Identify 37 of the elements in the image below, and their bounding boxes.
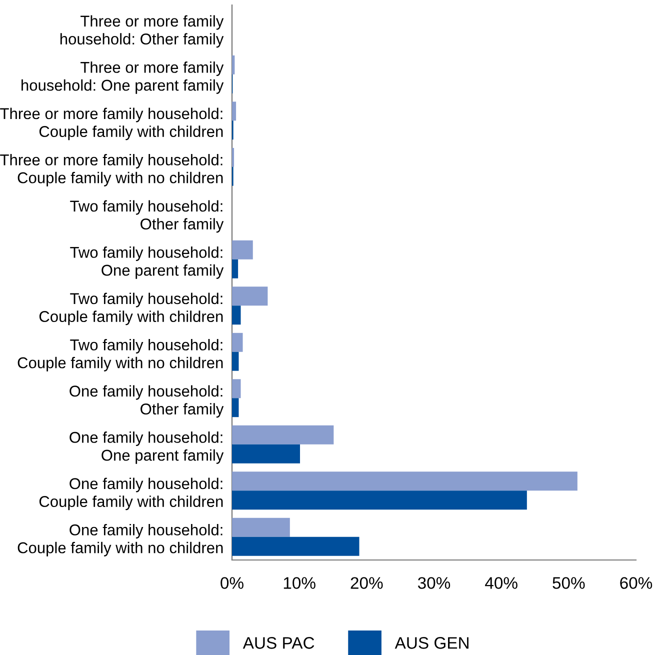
bar: [232, 398, 239, 418]
y-tick-label: One family household: Couple family with children: [39, 478, 223, 510]
y-tick-label: Two family household: Couple family with children: [39, 292, 223, 326]
x-tick-label: 30%: [418, 577, 450, 589]
x-tick-label: 60%: [620, 577, 652, 589]
bar: [232, 425, 334, 444]
bar: [232, 332, 243, 352]
bar: [232, 379, 241, 398]
legend-label: AUS GEN: [394, 637, 468, 649]
bar: [232, 536, 360, 556]
x-tick-label: 0%: [220, 577, 244, 589]
bar: [232, 352, 239, 371]
bar: [232, 444, 300, 464]
bar: [232, 518, 290, 537]
y-tick-label: One family household: Couple family with no children: [18, 524, 223, 556]
y-tick-label: One family household: One parent family: [70, 431, 224, 464]
x-tick-label: 40%: [485, 577, 518, 589]
y-tick-label: One family household: Other family: [70, 385, 224, 418]
x-tick-label: 50%: [552, 577, 585, 589]
y-tick-label: Two family household: One parent family: [70, 246, 224, 279]
bar: [232, 102, 236, 121]
y-tick-label: Two family household: Other family: [70, 200, 224, 233]
x-tick-label: 20%: [350, 577, 383, 589]
y-tick-label: Three or more family household: Other family: [60, 15, 224, 48]
bar: [232, 240, 253, 260]
y-tick-label: Three or more family household: One parent family: [22, 61, 224, 94]
bar: [232, 286, 268, 306]
y-tick-label: Three or more family household: Couple family with no children: [0, 154, 223, 186]
bar: [232, 490, 527, 510]
bar: [232, 472, 578, 491]
bar: [232, 259, 238, 278]
y-tick-label: Two family household: Couple family with no children: [18, 338, 223, 372]
bar: [232, 55, 235, 74]
bar: [232, 306, 241, 325]
x-tick-label: 10%: [284, 577, 316, 589]
legend-label: AUS PAC: [242, 637, 314, 649]
y-tick-label: Three or more family household: Couple family with children: [0, 108, 223, 140]
